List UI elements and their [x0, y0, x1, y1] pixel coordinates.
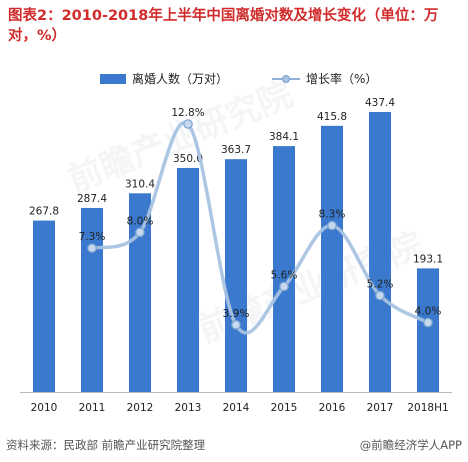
growth-rate-point	[327, 220, 337, 231]
x-tick-label: 2015	[271, 402, 298, 414]
bar	[273, 146, 295, 392]
growth-rate-label: 4.0%	[415, 306, 442, 318]
growth-rate-label: 8.0%	[127, 215, 154, 227]
x-tick-label: 2014	[223, 402, 250, 414]
bar	[81, 208, 103, 392]
growth-rate-point	[279, 281, 289, 292]
bar-value-label: 363.7	[221, 144, 251, 156]
bar-value-label: 384.1	[269, 131, 299, 143]
bar-value-label: 415.8	[317, 111, 347, 123]
x-tick-label: 2010	[31, 402, 58, 414]
growth-rate-label: 8.3%	[319, 209, 346, 221]
growth-rate-point	[87, 243, 97, 253]
brand-credit: @前瞻经济学人APP	[359, 438, 462, 452]
footer: 资料来源：民政部 前瞻产业研究院整理 @前瞻经济学人APP	[6, 437, 462, 457]
bar-value-label: 193.1	[413, 253, 443, 265]
growth-rate-point	[423, 317, 433, 328]
x-tick-label: 2011	[79, 402, 106, 414]
growth-rate-line	[90, 120, 430, 335]
growth-rate-label: 7.3%	[79, 231, 106, 243]
bar-value-label: 287.4	[77, 193, 107, 205]
growth-rate-label: 12.8%	[171, 107, 204, 119]
growth-rate-point	[231, 320, 241, 330]
legend-item-line: 增长率（%）	[272, 70, 377, 87]
growth-rate-label: 5.6%	[271, 269, 298, 281]
source-note: 资料来源：民政部 前瞻产业研究院整理	[6, 438, 206, 452]
bar-value-label: 310.4	[125, 178, 155, 190]
legend-item-bars: 离婚人数（万对）	[100, 70, 228, 87]
legend-line-swatch	[272, 74, 300, 84]
bar-value-label: 267.8	[29, 206, 59, 218]
x-tick-label: 2013	[175, 402, 202, 414]
x-tick-label: 2017	[367, 402, 394, 414]
legend-bar-swatch	[100, 73, 126, 84]
bar	[129, 193, 151, 392]
x-tick-label: 2012	[127, 402, 154, 414]
growth-rate-label: 5.2%	[367, 279, 394, 291]
bar	[33, 220, 55, 392]
x-tick-label: 2016	[319, 402, 346, 414]
bar	[369, 112, 391, 392]
growth-rate-label: 3.9%	[223, 308, 250, 320]
bar	[321, 125, 343, 393]
x-tick-label: 2018H1	[407, 402, 448, 414]
legend-bar-label: 离婚人数（万对）	[132, 72, 229, 86]
bar	[417, 268, 439, 392]
bar-value-label: 437.4	[365, 97, 395, 109]
growth-rate-point	[375, 290, 385, 301]
legend-line-label: 增长率（%）	[306, 72, 378, 86]
growth-rate-point	[135, 227, 145, 238]
legend: 离婚人数（万对） 增长率（%）	[0, 70, 468, 90]
bar	[225, 159, 247, 392]
bar-value-label: 350.0	[173, 153, 203, 165]
growth-rate-point	[183, 119, 193, 129]
bar	[177, 167, 199, 392]
chart-title: 图表2：2010-2018年上半年中国离婚对数及增长变化（单位：万对，%）	[8, 8, 439, 44]
